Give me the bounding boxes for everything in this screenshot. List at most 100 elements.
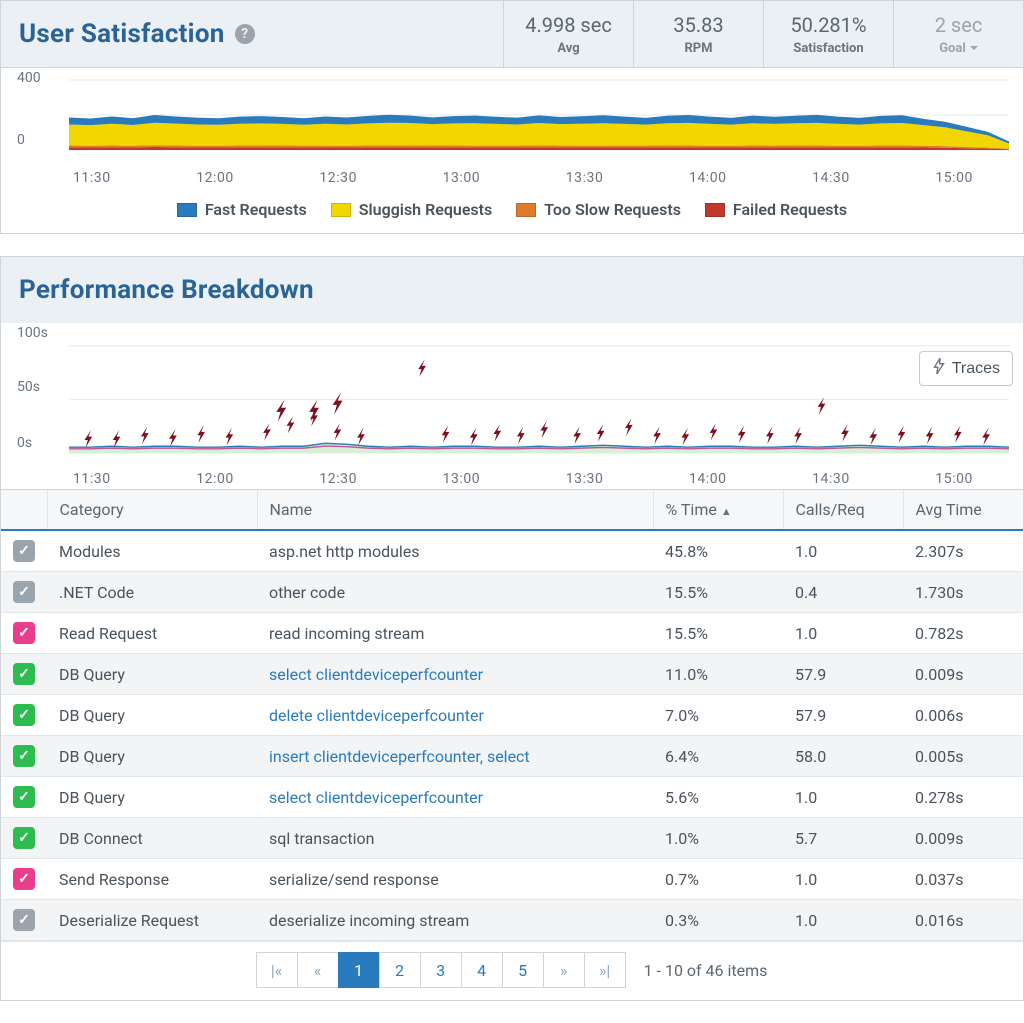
cell-calls: 5.7 <box>783 818 903 859</box>
xtick: 15:00 <box>935 170 973 186</box>
title-cell: Performance Breakdown <box>1 257 1023 323</box>
row-check-icon[interactable]: ✓ <box>13 704 35 726</box>
xtick: 14:30 <box>812 170 850 186</box>
cell-name[interactable]: delete clientdeviceperfcounter <box>257 695 653 736</box>
breakdown-table: CategoryName% Time▲Calls/ReqAvg Time ✓ Mo… <box>1 489 1023 941</box>
stat-label: Goal <box>900 41 1017 56</box>
stat-label: RPM <box>640 41 757 56</box>
table-row[interactable]: ✓Read Requestread incoming stream15.5%1.… <box>1 613 1023 654</box>
xtick: 11:30 <box>73 471 111 487</box>
xtick: 12:30 <box>319 471 357 487</box>
cell-pct: 45.8% <box>653 530 783 572</box>
stat-cell: 35.83 RPM <box>633 1 763 67</box>
table-row[interactable]: ✓Send Responseserialize/send response0.7… <box>1 859 1023 900</box>
col-header[interactable]: Avg Time <box>903 490 1023 531</box>
cell-category: .NET Code <box>47 572 257 613</box>
legend-item[interactable]: Fast Requests <box>177 200 307 219</box>
cell-avg: 0.037s <box>903 859 1023 900</box>
pager-page[interactable]: 5 <box>502 952 544 988</box>
x-axis-ticks: 11:3012:0012:3013:0013:3014:0014:3015:00 <box>9 166 1015 188</box>
cell-name[interactable]: insert clientdeviceperfcounter, select <box>257 736 653 777</box>
ytick: 100s <box>17 325 48 341</box>
cell-name[interactable]: select clientdeviceperfcounter <box>257 777 653 818</box>
cell-calls: 57.9 <box>783 695 903 736</box>
col-header[interactable]: Category <box>47 490 257 531</box>
table-row[interactable]: ✓Deserialize Requestdeserialize incoming… <box>1 900 1023 941</box>
row-check-icon[interactable]: ✓ <box>13 909 35 931</box>
legend-label: Too Slow Requests <box>544 200 681 219</box>
panel-header: Performance Breakdown <box>1 257 1023 323</box>
table-row[interactable]: ✓DB Queryselect clientdeviceperfcounter5… <box>1 777 1023 818</box>
xtick: 13:30 <box>566 170 604 186</box>
row-check-icon[interactable]: ✓ <box>13 622 35 644</box>
cell-avg: 1.730s <box>903 572 1023 613</box>
pager-first[interactable]: |« <box>256 952 298 988</box>
pager-last[interactable]: »| <box>584 952 626 988</box>
legend-label: Sluggish Requests <box>359 200 493 219</box>
panel-title: Performance Breakdown <box>19 275 314 305</box>
cell-calls: 1.0 <box>783 777 903 818</box>
ytick: 0s <box>17 435 32 451</box>
row-check-icon[interactable]: ✓ <box>13 786 35 808</box>
col-header[interactable]: % Time▲ <box>653 490 783 531</box>
table-row[interactable]: ✓DB Queryselect clientdeviceperfcounter1… <box>1 654 1023 695</box>
cell-pct: 6.4% <box>653 736 783 777</box>
row-check-icon[interactable]: ✓ <box>13 540 35 562</box>
row-check-icon[interactable]: ✓ <box>13 663 35 685</box>
cell-pct: 15.5% <box>653 613 783 654</box>
cell-avg: 0.006s <box>903 695 1023 736</box>
legend-label: Fast Requests <box>205 200 307 219</box>
pager-page[interactable]: 3 <box>420 952 462 988</box>
legend: Fast Requests Sluggish Requests Too Slow R… <box>1 188 1023 233</box>
cell-category: DB Query <box>47 736 257 777</box>
cell-category: Modules <box>47 530 257 572</box>
cell-avg: 0.005s <box>903 736 1023 777</box>
stat-cell[interactable]: 2 secGoal <box>893 1 1023 67</box>
row-check-icon[interactable]: ✓ <box>13 745 35 767</box>
xtick: 12:00 <box>196 170 234 186</box>
help-icon[interactable]: ? <box>235 24 255 44</box>
row-check-icon[interactable]: ✓ <box>13 581 35 603</box>
cell-avg: 0.009s <box>903 818 1023 859</box>
cell-calls: 58.0 <box>783 736 903 777</box>
table-row[interactable]: ✓Modulesasp.net http modules45.8%1.02.30… <box>1 530 1023 572</box>
stat-value: 4.998 sec <box>510 13 627 37</box>
cell-name: read incoming stream <box>257 613 653 654</box>
cell-pct: 7.0% <box>653 695 783 736</box>
stat-value: 35.83 <box>640 13 757 37</box>
col-header[interactable]: Name <box>257 490 653 531</box>
pager-next[interactable]: » <box>543 952 585 988</box>
table-row[interactable]: ✓DB Connectsql transaction1.0%5.70.009s <box>1 818 1023 859</box>
table-row[interactable]: ✓DB Querydelete clientdeviceperfcounter7… <box>1 695 1023 736</box>
pager-prev[interactable]: « <box>297 952 339 988</box>
cell-avg: 2.307s <box>903 530 1023 572</box>
cell-name[interactable]: select clientdeviceperfcounter <box>257 654 653 695</box>
xtick: 14:00 <box>689 471 727 487</box>
xtick: 12:00 <box>196 471 234 487</box>
pager-page[interactable]: 4 <box>461 952 503 988</box>
xtick: 14:00 <box>689 170 727 186</box>
legend-item[interactable]: Too Slow Requests <box>516 200 681 219</box>
cell-name: other code <box>257 572 653 613</box>
legend-item[interactable]: Sluggish Requests <box>331 200 493 219</box>
ytick: 50s <box>17 379 40 395</box>
legend-item[interactable]: Failed Requests <box>705 200 847 219</box>
pager-page[interactable]: 1 <box>338 952 380 988</box>
row-check-icon[interactable]: ✓ <box>13 868 35 890</box>
cell-calls: 1.0 <box>783 900 903 941</box>
pager-page[interactable]: 2 <box>379 952 421 988</box>
user-satisfaction-panel: User Satisfaction ? 4.998 secAvg35.83RPM… <box>0 0 1024 234</box>
table-row[interactable]: ✓ DB Queryinsert clientdeviceperfcounter,… <box>1 736 1023 777</box>
col-header[interactable]: Calls/Req <box>783 490 903 531</box>
ytick: 400 <box>17 70 41 86</box>
row-check-icon[interactable]: ✓ <box>13 827 35 849</box>
legend-swatch <box>331 203 351 217</box>
breakdown-chart: 100s 50s 0s 11:3012:0012:3013:0013:3014:… <box>1 323 1023 489</box>
stat-cell: 4.998 secAvg <box>503 1 633 67</box>
table-row[interactable]: ✓.NET Codeother code15.5%0.41.730s <box>1 572 1023 613</box>
cell-pct: 15.5% <box>653 572 783 613</box>
legend-swatch <box>705 203 725 217</box>
xtick: 12:30 <box>319 170 357 186</box>
chevron-down-icon <box>970 46 978 54</box>
cell-calls: 1.0 <box>783 530 903 572</box>
